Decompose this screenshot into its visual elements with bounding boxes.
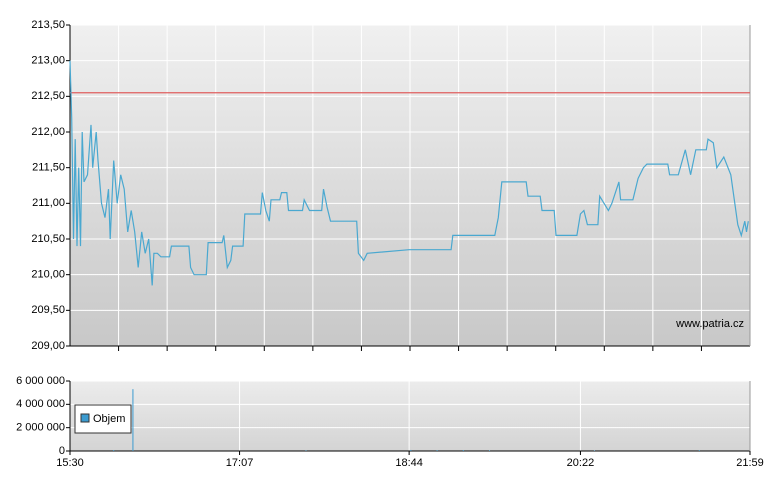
watermark: www.patria.cz	[675, 318, 744, 330]
y-tick-label: 212,50	[31, 90, 65, 102]
y-tick-label: 211,50	[32, 162, 65, 174]
x-tick-label: 20:22	[567, 457, 595, 469]
y-tick-label: 211,00	[32, 197, 65, 209]
y-tick-label: 4 000 000	[16, 398, 65, 410]
volume-bar	[698, 450, 700, 451]
y-tick-label: 209,00	[31, 340, 65, 352]
y-tick-label: 6 000 000	[16, 375, 65, 387]
volume-bar	[593, 450, 595, 451]
y-tick-label: 212,00	[31, 126, 65, 138]
volume-bar	[489, 450, 491, 451]
price-line	[69, 60, 749, 286]
volume-bar	[305, 450, 307, 451]
legend-swatch	[80, 413, 90, 423]
y-tick-label: 210,50	[31, 233, 65, 245]
volume-bar	[113, 450, 115, 451]
volume-plot-area	[70, 381, 750, 451]
x-tick-label: 15:30	[56, 457, 84, 469]
y-tick-label: 210,00	[31, 269, 65, 281]
y-tick-label: 209,50	[31, 304, 65, 316]
y-tick-label: 2 000 000	[16, 422, 65, 434]
volume-bar	[462, 450, 464, 451]
legend-label: Objem	[93, 413, 125, 425]
y-tick-label: 213,50	[31, 19, 65, 31]
x-tick-label: 21:59	[736, 457, 764, 469]
x-tick-label: 17:07	[226, 457, 254, 469]
volume-bar	[410, 449, 412, 451]
x-tick-label: 18:44	[395, 457, 423, 469]
volume-bar	[132, 389, 134, 451]
y-tick-label: 213,00	[31, 55, 65, 67]
volume-bar	[436, 450, 438, 451]
y-tick-label: 0	[59, 445, 65, 457]
